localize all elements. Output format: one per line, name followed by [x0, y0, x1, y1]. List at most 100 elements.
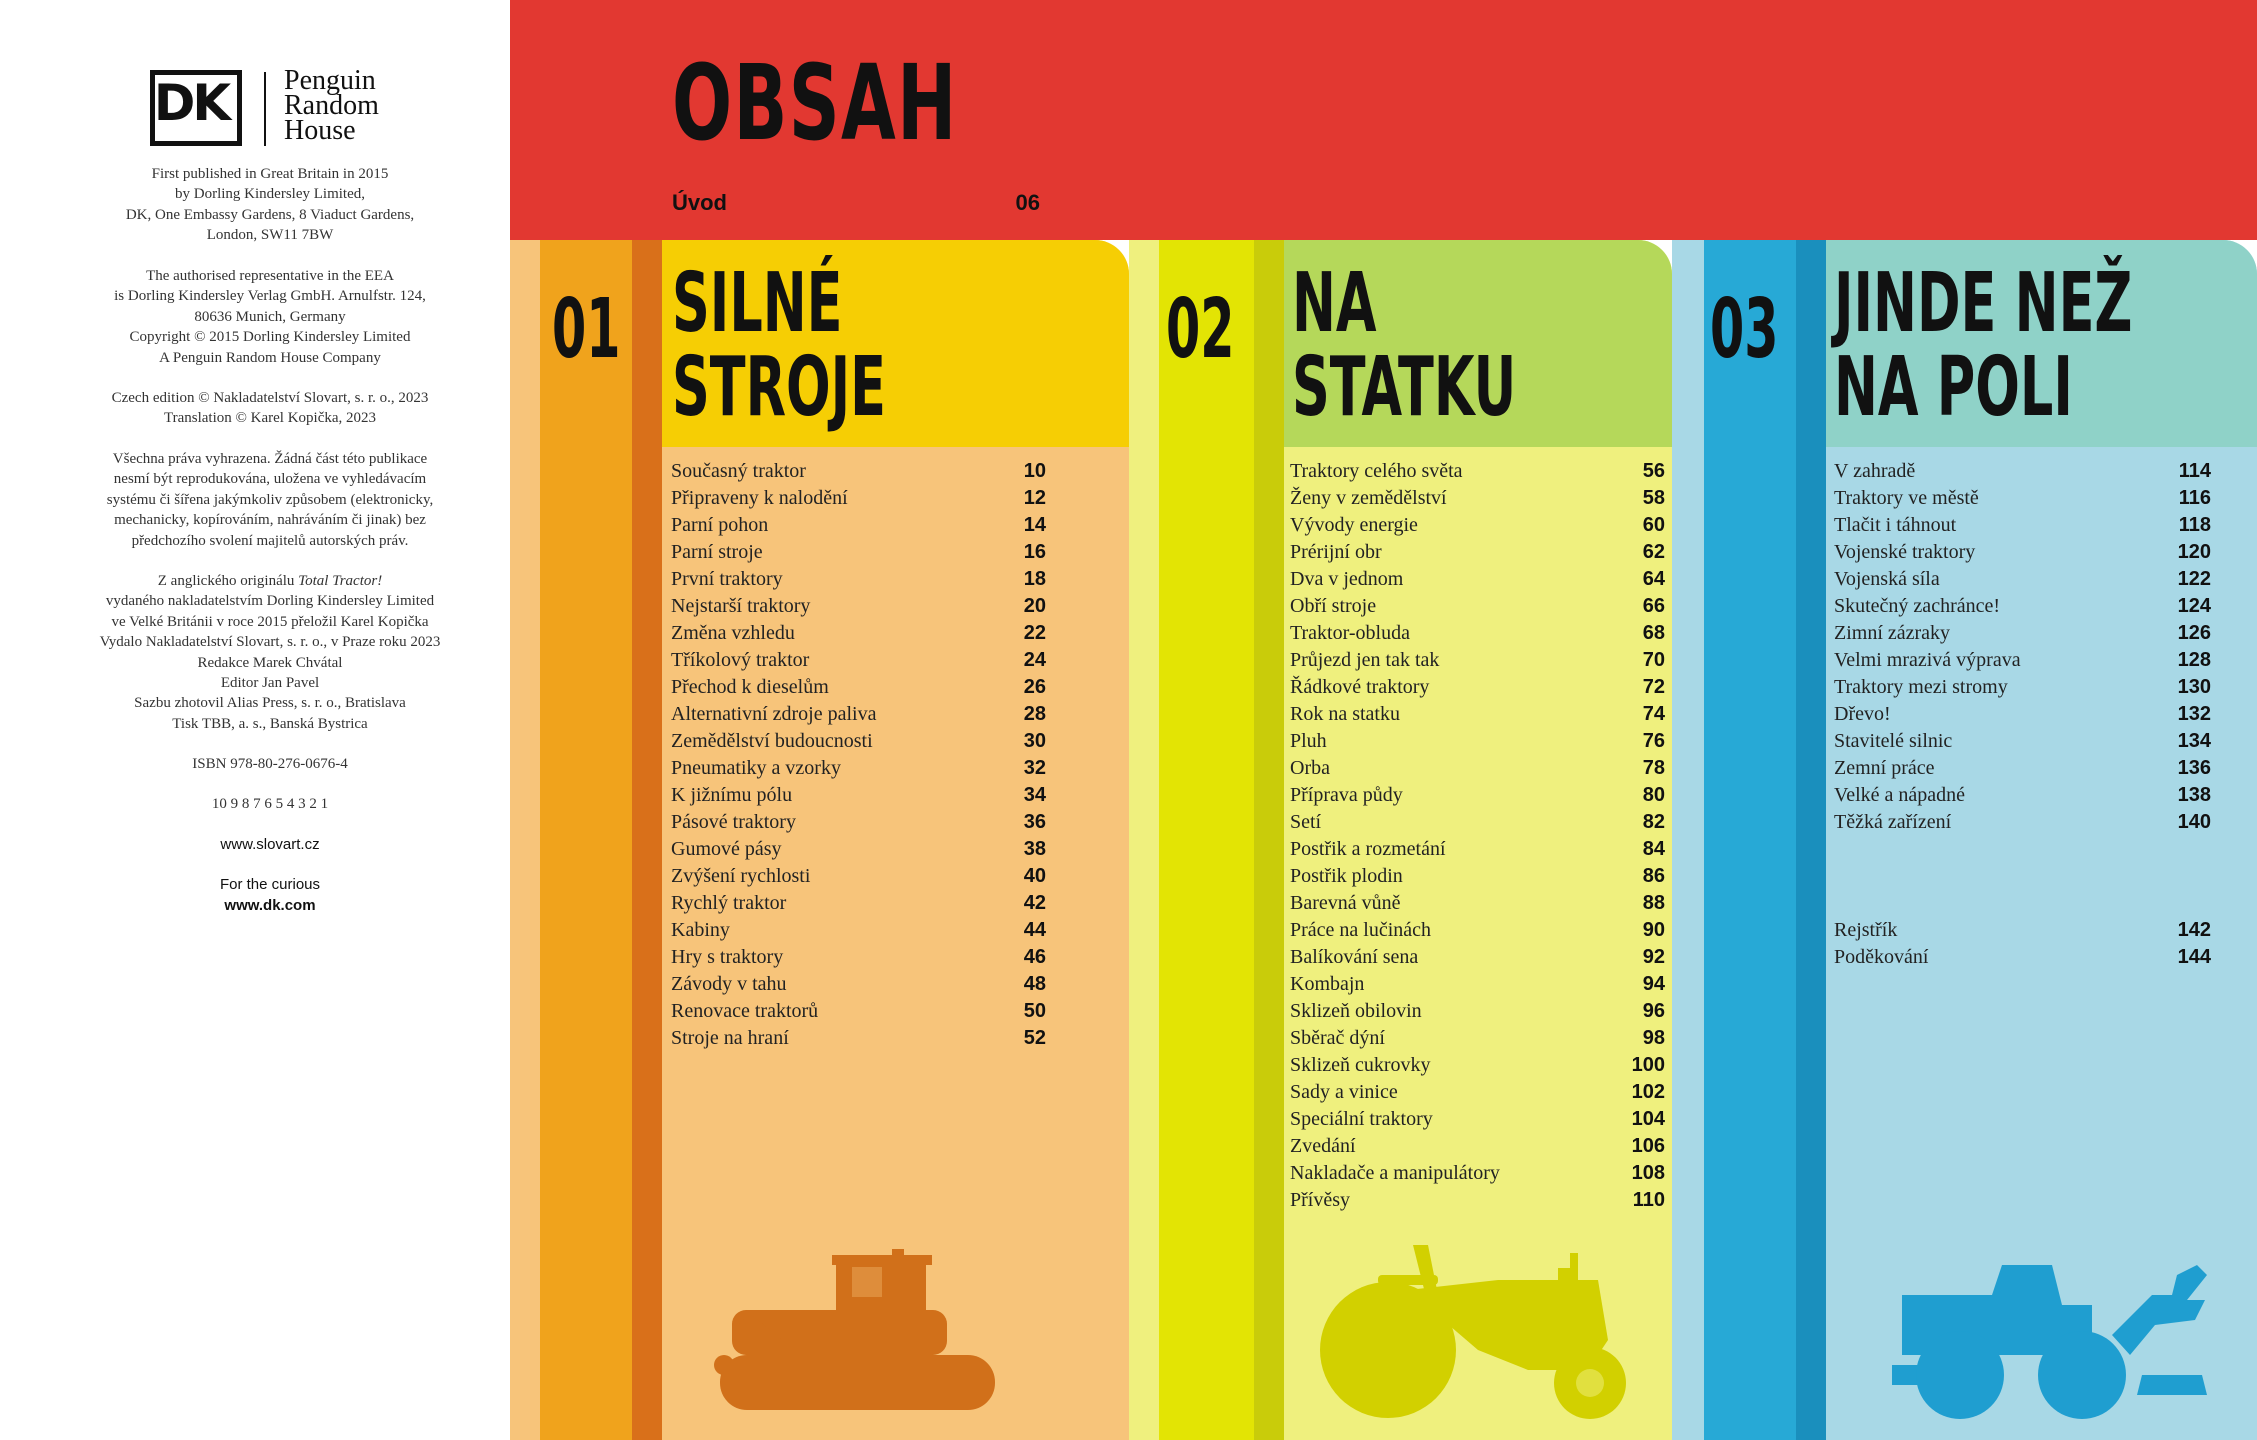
- section-1-toc-entry[interactable]: Renovace traktorů 50: [671, 998, 1046, 1025]
- toc-entry-page: 60: [1642, 514, 1665, 536]
- section-2-toc-entry[interactable]: Obří stroje 66: [1290, 593, 1665, 620]
- section-1-toc-entry[interactable]: Tříkolový traktor 24: [671, 647, 1046, 674]
- section-1-toc-entry[interactable]: Zemědělství budoucnosti 30: [671, 728, 1046, 755]
- toc-entry-title: K jižnímu pólu: [671, 784, 793, 806]
- section-2-toc-entry[interactable]: Orba 78: [1290, 755, 1665, 782]
- toc-entry-page: 80: [1642, 784, 1665, 806]
- section-1-toc-entry[interactable]: Připraveny k nalodění 12: [671, 485, 1046, 512]
- toc-entry-page: 104: [1631, 1108, 1665, 1130]
- section-3-toc-entry[interactable]: Skutečný zachránce! 124: [1834, 593, 2211, 620]
- section-2-toc-entry[interactable]: Řádkové traktory 72: [1290, 674, 1665, 701]
- section-1-toc-entry[interactable]: Pneumatiky a vzorky 32: [671, 755, 1046, 782]
- section-3-toc-entry[interactable]: Traktory ve městě 116: [1834, 485, 2211, 512]
- toc-entry-title: Pneumatiky a vzorky: [671, 757, 841, 779]
- section-title-line: JINDE NEŽ: [1834, 256, 2133, 351]
- section-3-toc-entry[interactable]: Velmi mrazivá výprava 128: [1834, 647, 2211, 674]
- section-3-toc-entry[interactable]: Stavitelé silnic 134: [1834, 728, 2211, 755]
- vintage-tractor-silhouette-icon: [1320, 1245, 1626, 1419]
- section-3-toc-entry[interactable]: Tlačit i táhnout 118: [1834, 512, 2211, 539]
- section-1-toc-entry[interactable]: Gumové pásy 38: [671, 836, 1046, 863]
- toc-entry-page: 66: [1642, 595, 1665, 617]
- section-2-toc-entry[interactable]: Pluh 76: [1290, 728, 1665, 755]
- section-3-toc-entry[interactable]: Traktory mezi stromy 130: [1834, 674, 2211, 701]
- toc-entry-title: Sklizeň cukrovky: [1290, 1054, 1431, 1076]
- section-2-toc-entry[interactable]: Traktor-obluda 68: [1290, 620, 1665, 647]
- section-1-toc-entry[interactable]: První traktory 18: [671, 566, 1046, 593]
- section-2-toc-entry[interactable]: Sady a vinice 102: [1290, 1079, 1665, 1106]
- section-1-toc-entry[interactable]: Zvýšení rychlosti 40: [671, 863, 1046, 890]
- toc-entry-title: Poděkování: [1834, 946, 1929, 968]
- section-3-toc-entry[interactable]: Zimní zázraky 126: [1834, 620, 2211, 647]
- section-1-toc-entry[interactable]: Alternativní zdroje paliva 28: [671, 701, 1046, 728]
- toc-entry-page: 30: [1023, 730, 1046, 752]
- section-2-toc-entry[interactable]: Ženy v zemědělství 58: [1290, 485, 1665, 512]
- toc-entry-intro-title[interactable]: Úvod: [672, 190, 727, 215]
- section-2-toc-entry[interactable]: Sklizeň cukrovky 100: [1290, 1052, 1665, 1079]
- section-2-toc-entry[interactable]: Kombajn 94: [1290, 971, 1665, 998]
- section-1-toc-entry[interactable]: Současný traktor 10: [671, 458, 1046, 485]
- section-2-toc-entry[interactable]: Přívěsy 110: [1290, 1187, 1665, 1214]
- section-1-toc-entry[interactable]: Rychlý traktor 42: [671, 890, 1046, 917]
- section-3-toc-entry[interactable]: Dřevo! 132: [1834, 701, 2211, 728]
- back-matter-toc: Rejstřík 142 Poděkování 144: [1834, 917, 2211, 971]
- section-3-toc-entry[interactable]: Vojenské traktory 120: [1834, 539, 2211, 566]
- imprint-line: Sazbu zhotovil Alias Press, s. r. o., Br…: [134, 695, 406, 712]
- section-1-toc-entry[interactable]: Hry s traktory 46: [671, 944, 1046, 971]
- section-2-number: 02: [1166, 282, 1235, 377]
- section-2-toc-entry[interactable]: Traktory celého světa 56: [1290, 458, 1665, 485]
- section-3-toc-entry[interactable]: Zemní práce 136: [1834, 755, 2211, 782]
- section-3-toc-entry[interactable]: Těžká zařízení 140: [1834, 809, 2211, 836]
- section-2-toc-entry[interactable]: Balíkování sena 92: [1290, 944, 1665, 971]
- imprint-line: by Dorling Kindersley Limited,: [175, 186, 365, 203]
- website-link[interactable]: www.slovart.cz: [220, 836, 320, 853]
- toc-entry-page: 40: [1023, 865, 1046, 887]
- section-2-toc-entry[interactable]: Vývody energie 60: [1290, 512, 1665, 539]
- toc-entry-title: Současný traktor: [671, 460, 806, 482]
- section-2-toc-entry[interactable]: Sběrač dýní 98: [1290, 1025, 1665, 1052]
- toc-entry-page: 14: [1023, 514, 1046, 536]
- imprint-line: London, SW11 7BW: [206, 227, 334, 244]
- toc-entry-title: Alternativní zdroje paliva: [671, 703, 877, 725]
- dk-logo-box: [150, 70, 242, 146]
- section-2-toc-entry[interactable]: Setí 82: [1290, 809, 1665, 836]
- toc-entry-page: 124: [2177, 595, 2211, 617]
- section-1-toc-entry[interactable]: Parní pohon 14: [671, 512, 1046, 539]
- section-1-toc-entry[interactable]: Přechod k dieselům 26: [671, 674, 1046, 701]
- section-1-toc-entry[interactable]: Pásové traktory 36: [671, 809, 1046, 836]
- publisher-line: House: [284, 115, 356, 146]
- section-1-toc-entry[interactable]: Kabiny 44: [671, 917, 1046, 944]
- section-2-toc-entry[interactable]: Příprava půdy 80: [1290, 782, 1665, 809]
- imprint-line: is Dorling Kindersley Verlag GmbH. Arnul…: [114, 288, 426, 305]
- section-2-toc-entry[interactable]: Rok na statku 74: [1290, 701, 1665, 728]
- dk-website-link[interactable]: www.dk.com: [224, 897, 316, 914]
- toc-entry-title: Stavitelé silnic: [1834, 730, 1953, 752]
- section-1-toc-entry[interactable]: Závody v tahu 48: [671, 971, 1046, 998]
- toc-entry-page: 88: [1642, 892, 1665, 914]
- section-2-toc-entry[interactable]: Sklizeň obilovin 96: [1290, 998, 1665, 1025]
- section-3-toc-entry[interactable]: V zahradě 114: [1834, 458, 2211, 485]
- section-1-toc-entry[interactable]: Nejstarší traktory 20: [671, 593, 1046, 620]
- toc-entry-page: 26: [1023, 676, 1046, 698]
- section-1-stripe-dark: [632, 240, 662, 1440]
- section-3-toc-entry[interactable]: Velké a nápadné 138: [1834, 782, 2211, 809]
- back-matter-toc-entry[interactable]: Rejstřík 142: [1834, 917, 2211, 944]
- section-2-toc-entry[interactable]: Speciální traktory 104: [1290, 1106, 1665, 1133]
- toc-entry-page: 24: [1023, 649, 1046, 671]
- section-2-toc-entry[interactable]: Nakladače a manipulátory 108: [1290, 1160, 1665, 1187]
- section-2-toc-entry[interactable]: Průjezd jen tak tak 70: [1290, 647, 1665, 674]
- section-3-toc-entry[interactable]: Vojenská síla 122: [1834, 566, 2211, 593]
- section-1-toc-entry[interactable]: Stroje na hraní 52: [671, 1025, 1046, 1052]
- section-2-toc-entry[interactable]: Postřik plodin 86: [1290, 863, 1665, 890]
- section-2-toc-entry[interactable]: Dva v jednom 64: [1290, 566, 1665, 593]
- toc-entry-page: 136: [2177, 757, 2211, 779]
- section-2-toc-entry[interactable]: Zvedání 106: [1290, 1133, 1665, 1160]
- section-2-toc-entry[interactable]: Práce na lučinách 90: [1290, 917, 1665, 944]
- back-matter-toc-entry[interactable]: Poděkování 144: [1834, 944, 2211, 971]
- section-1-toc-entry[interactable]: Změna vzhledu 22: [671, 620, 1046, 647]
- section-2-toc-entry[interactable]: Postřik a rozmetání 84: [1290, 836, 1665, 863]
- section-1-toc-entry[interactable]: Parní stroje 16: [671, 539, 1046, 566]
- czech-edition-info: Czech edition © Nakladatelství Slovart, …: [60, 388, 480, 429]
- section-2-toc-entry[interactable]: Prérijní obr 62: [1290, 539, 1665, 566]
- section-2-toc-entry[interactable]: Barevná vůně 88: [1290, 890, 1665, 917]
- section-1-toc-entry[interactable]: K jižnímu pólu 34: [671, 782, 1046, 809]
